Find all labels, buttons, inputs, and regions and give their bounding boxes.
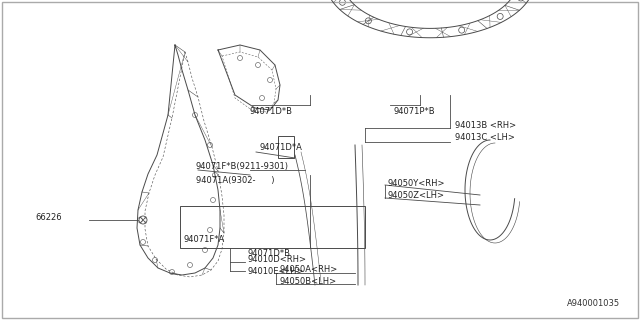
Text: 94010D<RH>: 94010D<RH> [247, 255, 306, 265]
Text: 94010E<LH>: 94010E<LH> [247, 268, 303, 276]
Text: 94071A(9302-      ): 94071A(9302- ) [196, 175, 275, 185]
Text: 94071D*A: 94071D*A [260, 143, 303, 153]
Bar [180, 206, 365, 248]
Text: 94050B<LH>: 94050B<LH> [279, 277, 336, 286]
Text: 94013C <LH>: 94013C <LH> [455, 133, 515, 142]
Text: 94071P*B: 94071P*B [393, 108, 435, 116]
Text: 94050A<RH>: 94050A<RH> [279, 266, 337, 275]
Text: 94071F*A: 94071F*A [184, 236, 225, 244]
Text: 94071D*B: 94071D*B [249, 108, 292, 116]
Text: 94050Y<RH>: 94050Y<RH> [387, 179, 445, 188]
Text: 94050Z<LH>: 94050Z<LH> [387, 191, 444, 201]
Text: A940001035: A940001035 [567, 299, 620, 308]
Text: 66226: 66226 [35, 213, 61, 222]
Text: 94071D*B: 94071D*B [248, 249, 291, 258]
Text: 94071F*B(9211-9301): 94071F*B(9211-9301) [196, 163, 289, 172]
Text: 94013B <RH>: 94013B <RH> [455, 121, 516, 130]
Bar [278, 136, 294, 158]
